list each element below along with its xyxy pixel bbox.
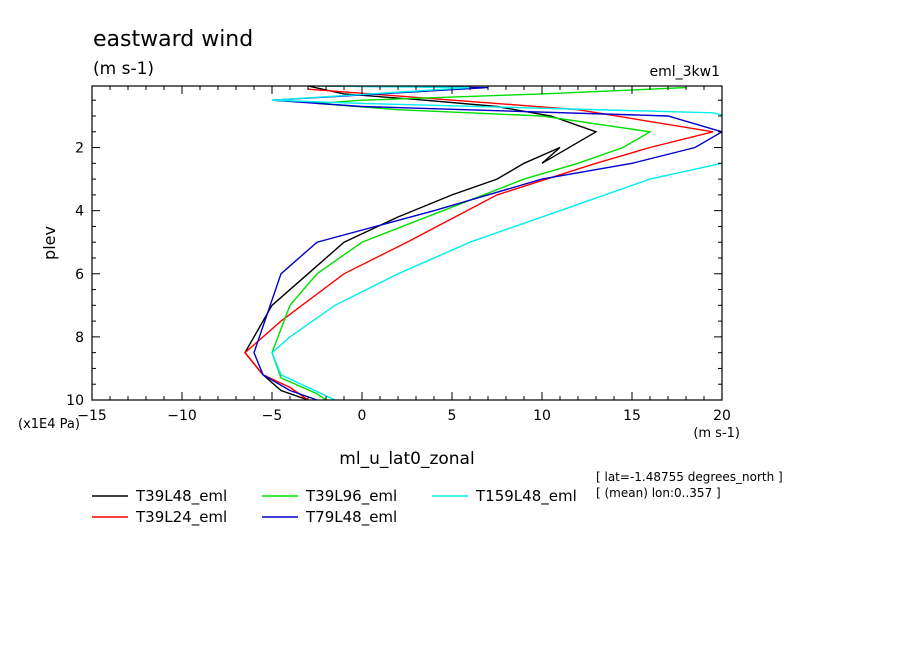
x-units-label: (m s-1) [693, 426, 740, 441]
chart-title: eastward wind [93, 27, 253, 52]
legend-label: T79L48_eml [305, 508, 397, 527]
y-tick-label: 8 [75, 330, 84, 346]
series-line-5 [271, 86, 722, 400]
x-tick-label: −15 [77, 408, 107, 424]
y-axis-label: plev [40, 226, 59, 260]
y-tick-label: 6 [75, 267, 84, 283]
y-tick-label: 4 [75, 204, 84, 220]
legend: T39L48_eml T39L24_eml T39L96_eml T79L48_eml… [92, 487, 577, 527]
x-tick-label: 15 [623, 408, 641, 424]
x-tick-label: 10 [533, 408, 551, 424]
experiment-label: eml_3kw1 [649, 64, 720, 80]
y-tick-label: 2 [75, 141, 84, 157]
series-line-3 [271, 86, 687, 400]
x-tick-label: −10 [167, 408, 197, 424]
legend-label: T39L48_eml [135, 487, 227, 506]
plot-frame [91, 85, 723, 401]
series-line-4 [253, 86, 722, 400]
x-tick-label: 5 [448, 408, 457, 424]
x-tick-label: 20 [713, 408, 731, 424]
series-line-1 [244, 86, 598, 400]
axis-ticks: −15 −10 −5 0 5 10 15 20 2 4 6 8 10 [66, 86, 731, 424]
y-scale-label: (x1E4 Pa) [18, 417, 80, 432]
legend-label: T39L24_eml [135, 508, 227, 527]
y-tick-label: 10 [66, 393, 84, 409]
chart-units: (m s-1) [93, 59, 154, 79]
x-tick-label: 0 [358, 408, 367, 424]
legend-label: T159L48_eml [475, 487, 577, 506]
x-tick-label: −5 [262, 408, 283, 424]
legend-label: T39L96_eml [305, 487, 397, 506]
x-axis-label: ml_u_lat0_zonal [339, 449, 474, 469]
lon-note: [ (mean) lon:0..357 ] [596, 486, 721, 500]
series-layer [244, 86, 722, 400]
lat-note: [ lat=-1.48755 degrees_north ] [596, 470, 783, 484]
